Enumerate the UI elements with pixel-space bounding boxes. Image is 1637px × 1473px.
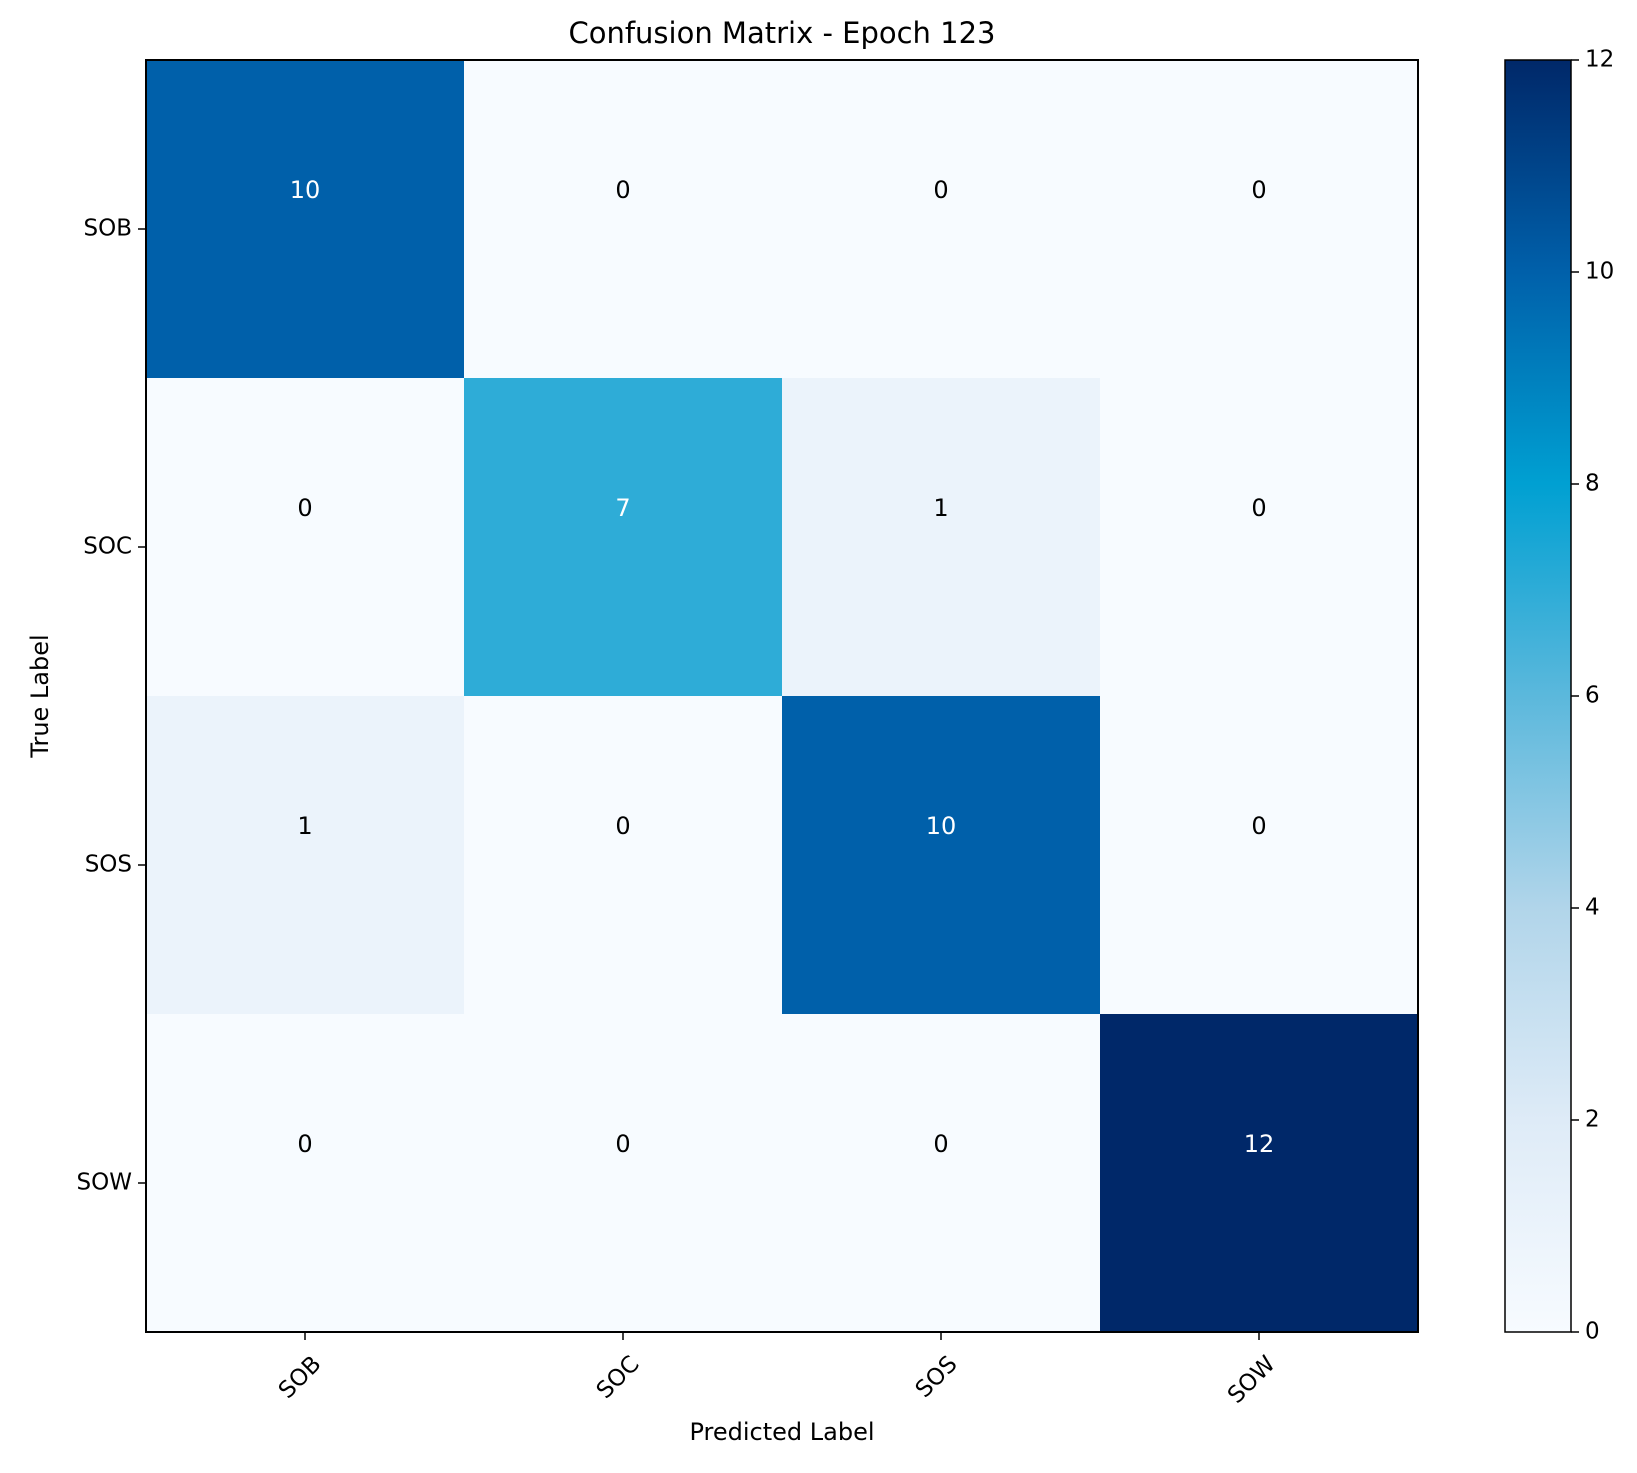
- cell-value-label: 0: [615, 176, 630, 204]
- plot-frame: [145, 59, 1419, 1333]
- y-tick-label: SOC: [83, 534, 132, 560]
- cell-value-label: 0: [615, 1130, 630, 1158]
- y-tick-label: SOB: [84, 216, 132, 242]
- colorbar-tick-label: 10: [1585, 259, 1614, 285]
- y-tick-label: SOS: [85, 852, 132, 878]
- heatmap-cell-sow-sos: [782, 1014, 1101, 1333]
- chart-title: Confusion Matrix - Epoch 123: [568, 16, 995, 50]
- heatmap-cell-sob-sow: [1100, 60, 1419, 379]
- heatmap-cell-sos-soc: [464, 696, 783, 1015]
- colorbar-tick-label: 12: [1585, 47, 1614, 73]
- colorbar-tick-label: 6: [1585, 683, 1600, 709]
- cell-value-label: 0: [297, 1130, 312, 1158]
- heatmap-cell-soc-sos: [782, 378, 1101, 697]
- x-tick-label: SOS: [911, 1351, 963, 1403]
- heatmap-cell-sow-soc: [464, 1014, 783, 1333]
- colorbar-tick-label: 0: [1585, 1319, 1600, 1345]
- heatmap-cell-sow-sob: [146, 1014, 465, 1333]
- heatmap-cell-sos-sos: [782, 696, 1101, 1015]
- cell-value-label: 0: [1251, 494, 1266, 522]
- heatmap-cell-sob-sos: [782, 60, 1101, 379]
- cell-value-label: 0: [297, 494, 312, 522]
- cell-value-label: 0: [615, 812, 630, 840]
- heatmap-cell-sos-sob: [146, 696, 465, 1015]
- x-tick-label: SOC: [592, 1351, 645, 1404]
- heatmap-cell-soc-sob: [146, 378, 465, 697]
- cell-value-label: 1: [297, 812, 312, 840]
- heatmap-cell-sos-sow: [1100, 696, 1419, 1015]
- cell-value-labels: 10 0 0 00 7 1 01 0 10 00 0 0 12: [290, 176, 1275, 1158]
- colorbar-tick-label: 8: [1585, 471, 1600, 497]
- cell-value-label: 0: [933, 1130, 948, 1158]
- y-tick-label: SOW: [77, 1170, 132, 1196]
- colorbar: 0 2 4 6 8 10 12: [1504, 47, 1614, 1345]
- colorbar-gradient: [1505, 60, 1571, 1332]
- x-tick-label: SOB: [274, 1351, 327, 1404]
- heatmap-cell-sow-sow: [1100, 1014, 1419, 1333]
- x-axis-label: Predicted Label: [689, 1418, 874, 1446]
- heatmap-cell-sob-soc: [464, 60, 783, 379]
- y-axis-label: True Label: [26, 634, 54, 758]
- colorbar-tick-label: 2: [1585, 1107, 1600, 1133]
- heatmap-cell-soc-soc: [464, 378, 783, 697]
- cell-value-label: 10: [926, 812, 957, 840]
- cell-value-label: 7: [615, 494, 630, 522]
- cell-value-label: 0: [1251, 176, 1266, 204]
- cell-value-label: 1: [933, 494, 948, 522]
- colorbar-tick-label: 4: [1585, 895, 1600, 921]
- cell-value-label: 12: [1244, 1130, 1275, 1158]
- cell-value-label: 10: [290, 176, 321, 204]
- cell-value-label: 0: [1251, 812, 1266, 840]
- x-tick-label: SOW: [1223, 1351, 1281, 1409]
- heatmap-cell-sob-sob: [146, 60, 465, 379]
- heatmap-cells: [146, 60, 1419, 1333]
- heatmap-cell-soc-sow: [1100, 378, 1419, 697]
- cell-value-label: 0: [933, 176, 948, 204]
